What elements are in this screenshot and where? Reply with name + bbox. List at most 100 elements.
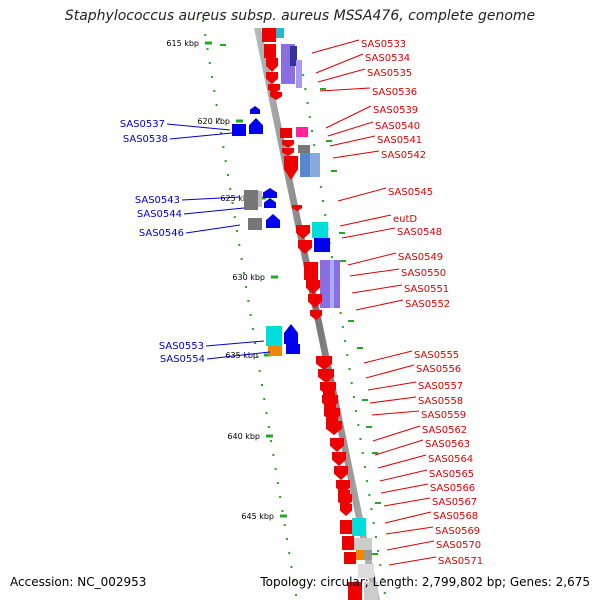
gene-label-sas0548[interactable]: SAS0548 xyxy=(397,227,442,238)
gene-block xyxy=(244,190,258,210)
gene-label-sas0549[interactable]: SAS0549 xyxy=(398,252,443,263)
gene-label-sas0540[interactable]: SAS0540 xyxy=(375,121,420,132)
gene-label-sas0558[interactable]: SAS0558 xyxy=(418,396,463,407)
scale-dot xyxy=(279,496,282,498)
leader-line xyxy=(337,187,387,202)
scale-dot xyxy=(285,538,288,540)
gene-label-eutd[interactable]: eutD xyxy=(393,214,417,225)
gene-label-sas0533[interactable]: SAS0533 xyxy=(361,39,406,50)
gene-label-sas0539[interactable]: SAS0539 xyxy=(373,105,418,116)
scale-dot xyxy=(215,104,218,106)
scale-dot xyxy=(204,34,207,36)
gene-label-sas0554[interactable]: SAS0554 xyxy=(160,354,205,365)
leader-line xyxy=(379,469,428,482)
gene-label-sas0565[interactable]: SAS0565 xyxy=(429,469,474,480)
gene-label-sas0566[interactable]: SAS0566 xyxy=(430,483,475,494)
leader-line xyxy=(205,340,265,347)
gene-label-sas0564[interactable]: SAS0564 xyxy=(428,454,473,465)
feature-tick xyxy=(372,553,378,555)
gene-arrow-forward xyxy=(296,225,310,239)
gene-arrow-forward xyxy=(306,280,320,294)
gene-label-sas0538[interactable]: SAS0538 xyxy=(123,134,168,145)
gene-label-sas0556[interactable]: SAS0556 xyxy=(416,364,461,375)
gene-label-sas0569[interactable]: SAS0569 xyxy=(435,526,480,537)
scale-tick-label: 630 kbp xyxy=(232,273,265,282)
leader-line xyxy=(384,511,432,524)
scale-dot xyxy=(202,20,204,22)
gene-arrow-forward xyxy=(324,404,336,416)
gene-arrow-forward xyxy=(284,156,298,180)
gene-label-sas0559[interactable]: SAS0559 xyxy=(421,410,466,421)
gene-arrow-forward xyxy=(310,310,322,320)
gene-block xyxy=(286,344,300,354)
gene-arrow-forward xyxy=(332,452,346,466)
scale-dot xyxy=(306,102,309,104)
dotted-scale xyxy=(202,20,386,596)
gene-label-sas0571[interactable]: SAS0571 xyxy=(438,556,483,567)
leader-line xyxy=(332,150,380,159)
gene-label-sas0536[interactable]: SAS0536 xyxy=(372,87,417,98)
gene-arrow-reverse xyxy=(284,324,298,344)
gene-block-orange xyxy=(268,346,282,356)
gene-block xyxy=(262,28,276,42)
gene-label-sas0545[interactable]: SAS0545 xyxy=(388,187,433,198)
scale-dot xyxy=(211,76,214,78)
gene-arrow-forward xyxy=(330,438,344,452)
scale-dot xyxy=(363,466,366,468)
gene-label-sas0546[interactable]: SAS0546 xyxy=(139,228,184,239)
gene-arrow-reverse xyxy=(250,106,260,114)
scale-dot xyxy=(283,524,286,526)
feature-tick xyxy=(348,320,354,322)
gene-label-sas0541[interactable]: SAS0541 xyxy=(377,135,422,146)
scale-dot xyxy=(366,480,369,482)
gene-label-sas0544[interactable]: SAS0544 xyxy=(137,209,182,220)
gene-label-sas0535[interactable]: SAS0535 xyxy=(367,68,412,79)
label-leaders xyxy=(166,39,437,566)
gene-label-sas0552[interactable]: SAS0552 xyxy=(405,299,450,310)
scale-tick-label: 615 kbp xyxy=(166,39,199,48)
scale-dot xyxy=(313,144,316,146)
leader-line xyxy=(347,252,397,266)
leader-line xyxy=(319,87,371,92)
gene-block xyxy=(304,262,318,280)
gene-block-light xyxy=(358,564,374,578)
scale-dot xyxy=(370,508,373,510)
gene-features xyxy=(232,28,378,600)
leader-line xyxy=(355,299,404,311)
gene-arrow-forward xyxy=(266,58,278,72)
gene-label-sas0567[interactable]: SAS0567 xyxy=(432,497,477,508)
gene-label-sas0568[interactable]: SAS0568 xyxy=(433,511,478,522)
gene-label-sas0537[interactable]: SAS0537 xyxy=(120,119,165,130)
scale-dot xyxy=(346,354,349,356)
gene-label-sas0553[interactable]: SAS0553 xyxy=(159,341,204,352)
scale-dot xyxy=(381,578,384,580)
gene-label-sas0543[interactable]: SAS0543 xyxy=(135,195,180,206)
leader-line xyxy=(185,224,241,234)
gene-block-dark xyxy=(290,46,297,66)
scale-dot xyxy=(379,564,382,566)
scale-dot xyxy=(361,452,364,454)
scale-dot xyxy=(267,426,270,428)
feature-tick xyxy=(375,502,381,504)
scale-dot xyxy=(304,88,307,90)
gene-arrow-forward xyxy=(292,205,302,211)
gene-label-sas0562[interactable]: SAS0562 xyxy=(422,425,467,436)
leader-line xyxy=(317,68,366,83)
scale-dot xyxy=(240,258,243,260)
gene-label-sas0555[interactable]: SAS0555 xyxy=(414,350,459,361)
leader-line xyxy=(388,556,437,566)
gene-block xyxy=(312,222,328,238)
gene-label-sas0550[interactable]: SAS0550 xyxy=(401,268,446,279)
gene-label-sas0563[interactable]: SAS0563 xyxy=(425,439,470,450)
gene-label-sas0542[interactable]: SAS0542 xyxy=(381,150,426,161)
scale-dot xyxy=(372,522,375,524)
scale-tick xyxy=(264,353,271,357)
scale-dot xyxy=(238,244,241,246)
gene-label-sas0534[interactable]: SAS0534 xyxy=(365,53,410,64)
gene-label-sas0570[interactable]: SAS0570 xyxy=(436,540,481,551)
scale-dot xyxy=(319,186,322,188)
gene-label-sas0551[interactable]: SAS0551 xyxy=(404,284,449,295)
gene-block xyxy=(300,153,310,177)
gene-label-sas0557[interactable]: SAS0557 xyxy=(418,381,463,392)
